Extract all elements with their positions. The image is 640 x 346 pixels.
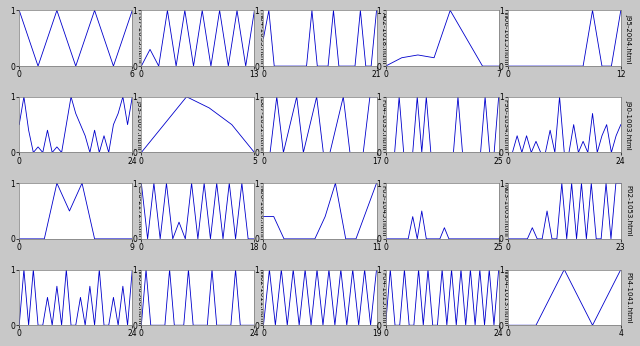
Y-axis label: P07-1033.html: P07-1033.html [136,12,143,64]
Y-axis label: J93-1007.html: J93-1007.html [136,100,143,149]
Y-axis label: A02-1018.html: A02-1018.html [381,12,387,64]
Y-axis label: P04-1035.html: P04-1035.html [381,99,387,151]
Y-axis label: P96-1034.html: P96-1034.html [503,99,509,151]
Y-axis label: J90-1003.html: J90-1003.html [625,100,631,149]
Y-axis label: N03-1003.html: N03-1003.html [503,184,509,237]
Y-axis label: W04-1013.html: W04-1013.html [503,270,509,325]
Y-axis label: P05-1045.html: P05-1045.html [381,185,387,237]
Y-axis label: C98-2172.html: C98-2172.html [136,185,143,237]
Y-axis label: W06-1615.html: W06-1615.html [503,11,509,65]
Y-axis label: P04-1041.html: P04-1041.html [625,272,631,323]
Y-axis label: P04-1015.html: P04-1015.html [381,272,387,323]
Y-axis label: D07-1031.html: D07-1031.html [259,98,264,151]
Y-axis label: W05-0906.html: W05-0906.html [136,270,143,325]
Y-axis label: W02-1011.html: W02-1011.html [259,270,264,325]
Y-axis label: N06-1020.html: N06-1020.html [259,184,264,237]
Y-axis label: J95-2004.html: J95-2004.html [625,13,631,63]
Y-axis label: N04-1035.html: N04-1035.html [259,12,264,65]
Y-axis label: P02-1053.html: P02-1053.html [625,185,631,237]
